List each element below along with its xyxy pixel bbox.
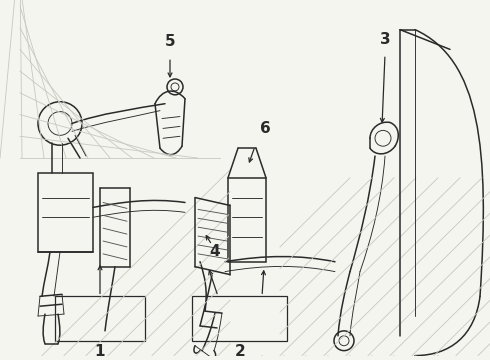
Bar: [55, 296, 145, 341]
Bar: [192, 296, 287, 341]
Text: 1: 1: [95, 344, 105, 359]
Text: 4: 4: [210, 244, 220, 259]
Text: 2: 2: [235, 344, 245, 359]
Text: 5: 5: [165, 34, 175, 49]
Text: 6: 6: [260, 121, 270, 136]
Bar: [38, 173, 93, 252]
Text: 3: 3: [380, 32, 391, 47]
Bar: [228, 178, 266, 262]
